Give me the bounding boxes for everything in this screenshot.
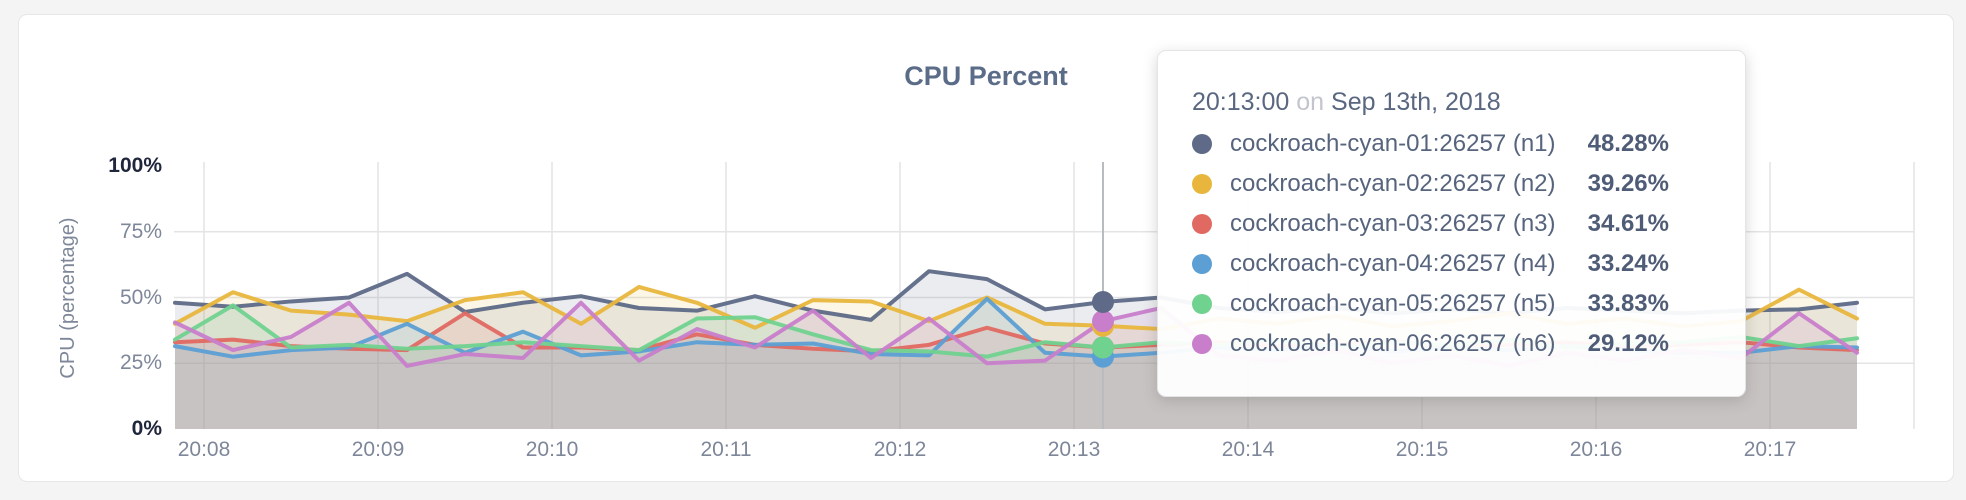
- series-dot-icon: [1192, 294, 1212, 314]
- series-value: 48.28%: [1587, 130, 1669, 157]
- series-dot-icon: [1192, 134, 1212, 154]
- x-tick-label: 20:12: [873, 438, 927, 461]
- x-tick-label: 20:08: [177, 438, 231, 461]
- tooltip-timestamp: 20:13:00 on Sep 13th, 2018: [1192, 87, 1715, 117]
- tooltip-row: cockroach-cyan-03:26257 (n3) 34.61%: [1192, 204, 1715, 244]
- hover-dot-n6: [1092, 310, 1114, 333]
- tooltip-row: cockroach-cyan-04:26257 (n4) 33.24%: [1192, 244, 1715, 284]
- cpu-percent-chart-card: CPU Percent CPU (percentage) 100% 75% 50% 2…: [18, 14, 1954, 482]
- series-name: cockroach-cyan-03:26257 (n3): [1230, 210, 1556, 237]
- series-name: cockroach-cyan-05:26257 (n5): [1230, 290, 1556, 317]
- y-tick-label: 25%: [119, 351, 162, 375]
- series-dot-icon: [1192, 174, 1212, 194]
- hover-dot-n5: [1092, 336, 1114, 359]
- tooltip-row: cockroach-cyan-02:26257 (n2) 39.26%: [1192, 164, 1715, 204]
- tooltip-row: cockroach-cyan-01:26257 (n1) 48.28%: [1192, 124, 1715, 164]
- series-dot-icon: [1192, 214, 1212, 234]
- series-name: cockroach-cyan-04:26257 (n4): [1230, 250, 1556, 277]
- chart-title: CPU Percent: [904, 61, 1068, 91]
- chart-tooltip: 20:13:00 on Sep 13th, 2018 cockroach-cya…: [1157, 50, 1746, 397]
- x-tick-label: 20:10: [525, 438, 579, 461]
- x-tick-label: 20:15: [1395, 438, 1449, 461]
- series-value: 34.61%: [1587, 210, 1669, 237]
- series-value: 33.83%: [1587, 290, 1669, 317]
- series-name: cockroach-cyan-01:26257 (n1): [1230, 130, 1556, 157]
- series-name: cockroach-cyan-02:26257 (n2): [1230, 170, 1556, 197]
- hover-dot-n1: [1092, 291, 1114, 314]
- y-tick-label: 50%: [119, 285, 162, 309]
- y-tick-label: 0%: [131, 417, 162, 440]
- tooltip-row: cockroach-cyan-05:26257 (n5) 33.83%: [1192, 284, 1715, 324]
- series-value: 29.12%: [1587, 330, 1669, 357]
- x-tick-label: 20:16: [1569, 438, 1623, 461]
- x-tick-label: 20:09: [351, 438, 405, 461]
- tooltip-legend: cockroach-cyan-01:26257 (n1) 48.28% cock…: [1192, 124, 1715, 364]
- x-tick-label: 20:14: [1221, 438, 1275, 461]
- tooltip-date: Sep 13th, 2018: [1331, 88, 1501, 116]
- tooltip-time: 20:13:00: [1192, 88, 1290, 116]
- tooltip-row: cockroach-cyan-06:26257 (n6) 29.12%: [1192, 324, 1715, 364]
- y-tick-label: 100%: [108, 154, 162, 177]
- series-dot-icon: [1192, 334, 1212, 354]
- tooltip-on-word: on: [1296, 88, 1325, 116]
- series-value: 33.24%: [1587, 250, 1669, 277]
- y-tick-label: 75%: [119, 219, 162, 243]
- series-area-n6: [175, 302, 1857, 429]
- series-dot-icon: [1192, 254, 1212, 274]
- x-tick-label: 20:11: [700, 438, 752, 461]
- x-tick-label: 20:17: [1743, 438, 1797, 461]
- x-tick-label: 20:13: [1047, 438, 1101, 461]
- series-name: cockroach-cyan-06:26257 (n6): [1230, 330, 1556, 357]
- series-value: 39.26%: [1587, 170, 1669, 197]
- series-area-n3: [175, 313, 1857, 429]
- series-area-n5: [175, 305, 1857, 429]
